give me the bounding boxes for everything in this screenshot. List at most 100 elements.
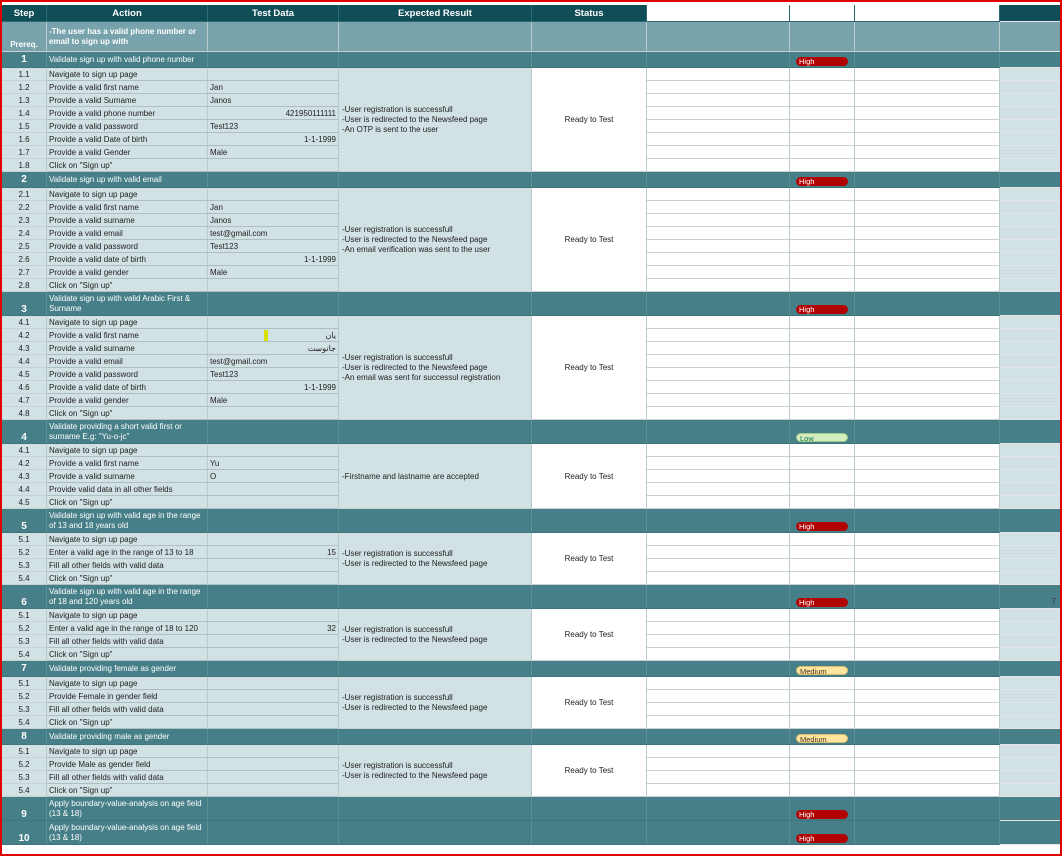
section-row-6-cell-2[interactable] bbox=[208, 585, 339, 609]
step-row-cell-7[interactable] bbox=[855, 470, 1000, 483]
step-row-cell-1[interactable]: Provide a valid password bbox=[47, 240, 208, 253]
step-row-cell-5[interactable] bbox=[647, 266, 790, 279]
section-row-1-cell-4[interactable] bbox=[532, 52, 647, 68]
step-row-cell-5[interactable] bbox=[647, 188, 790, 201]
step-row-cell-2[interactable]: Yu bbox=[208, 457, 339, 470]
step-row-cell-2[interactable]: Test123 bbox=[208, 368, 339, 381]
step-row-cell-5[interactable] bbox=[647, 279, 790, 292]
step-row-cell-1[interactable]: Navigate to sign up page bbox=[47, 316, 208, 329]
step-row-cell-6[interactable] bbox=[790, 120, 855, 133]
prereq-row-cell-1[interactable]: -The user has a valid phone number or em… bbox=[47, 22, 208, 52]
step-row-cell-6[interactable] bbox=[790, 355, 855, 368]
section-row-1-cell-3[interactable] bbox=[339, 52, 532, 68]
step-row-cell-5[interactable] bbox=[647, 146, 790, 159]
priority-badge[interactable]: High bbox=[796, 522, 848, 531]
step-row-cell-1[interactable]: Provide a valid password bbox=[47, 368, 208, 381]
step-row-cell-1[interactable]: Fill all other fields with valid data bbox=[47, 635, 208, 648]
section-row-1-cell-2[interactable] bbox=[208, 52, 339, 68]
step-row-cell-2[interactable]: 1-1-1999 bbox=[208, 133, 339, 146]
step-row-cell-2[interactable]: يان bbox=[208, 329, 339, 342]
step-row-cell-1[interactable]: Navigate to sign up page bbox=[47, 68, 208, 81]
section-row-4-cell-2[interactable] bbox=[208, 420, 339, 444]
priority-badge[interactable]: Low bbox=[796, 433, 848, 443]
step-row-cell-1[interactable]: Fill all other fields with valid data bbox=[47, 771, 208, 784]
section-row-1-cell-6[interactable]: High bbox=[790, 52, 855, 68]
section-row-5-cell-5[interactable] bbox=[647, 509, 790, 533]
step-row-cell-1[interactable]: Provide a valid password bbox=[47, 120, 208, 133]
step-row-cell-5[interactable] bbox=[647, 546, 790, 559]
step-row-cell-1[interactable]: Click on "Sign up" bbox=[47, 572, 208, 585]
step-row-cell-7[interactable] bbox=[855, 444, 1000, 457]
step-row-cell-7[interactable] bbox=[855, 107, 1000, 120]
step-row-cell-2[interactable] bbox=[208, 609, 339, 622]
step-row-cell-5[interactable] bbox=[647, 394, 790, 407]
section-row-7-cell-6[interactable]: Medium bbox=[790, 661, 855, 677]
step-row-cell-5[interactable] bbox=[647, 381, 790, 394]
step-row-cell-1[interactable]: Fill all other fields with valid data bbox=[47, 559, 208, 572]
status-block[interactable]: Ready to Test bbox=[532, 677, 647, 729]
section-row-4-cell-5[interactable] bbox=[647, 420, 790, 444]
section-row-4-cell-1[interactable]: Validate providing a short valid first o… bbox=[47, 420, 208, 444]
section-row-5-cell-2[interactable] bbox=[208, 509, 339, 533]
step-row-cell-6[interactable] bbox=[790, 559, 855, 572]
step-row-cell-5[interactable] bbox=[647, 784, 790, 797]
step-row-cell-6[interactable] bbox=[790, 470, 855, 483]
step-row-cell-5[interactable] bbox=[647, 81, 790, 94]
step-row-cell-2[interactable] bbox=[208, 784, 339, 797]
step-row-cell-2[interactable]: 421950111111 bbox=[208, 107, 339, 120]
step-row-cell-1[interactable]: Provide a valid email bbox=[47, 227, 208, 240]
step-row-cell-7[interactable] bbox=[855, 68, 1000, 81]
step-row-cell-2[interactable]: 1-1-1999 bbox=[208, 253, 339, 266]
step-row-cell-2[interactable] bbox=[208, 572, 339, 585]
section-row-6-cell-5[interactable] bbox=[647, 585, 790, 609]
step-row-cell-6[interactable] bbox=[790, 279, 855, 292]
step-row-cell-1[interactable]: Provide a valid first name bbox=[47, 201, 208, 214]
step-row-cell-6[interactable] bbox=[790, 457, 855, 470]
step-row-cell-5[interactable] bbox=[647, 470, 790, 483]
step-row-cell-1[interactable]: Provide a valid surname bbox=[47, 470, 208, 483]
step-row-cell-2[interactable]: O bbox=[208, 470, 339, 483]
step-row-cell-2[interactable]: Test123 bbox=[208, 120, 339, 133]
step-row-cell-6[interactable] bbox=[790, 381, 855, 394]
section-row-2-cell-4[interactable] bbox=[532, 172, 647, 188]
section-row-3-cell-1[interactable]: Validate sign up with valid Arabic First… bbox=[47, 292, 208, 316]
step-row-cell-1[interactable]: Provide a valid email bbox=[47, 355, 208, 368]
step-row-cell-6[interactable] bbox=[790, 546, 855, 559]
step-row-cell-2[interactable] bbox=[208, 716, 339, 729]
section-row-5-cell-6[interactable]: High bbox=[790, 509, 855, 533]
step-row-cell-6[interactable] bbox=[790, 68, 855, 81]
step-row-cell-2[interactable]: Male bbox=[208, 266, 339, 279]
status-block[interactable]: Ready to Test bbox=[532, 609, 647, 661]
step-row-cell-5[interactable] bbox=[647, 329, 790, 342]
step-row-cell-6[interactable] bbox=[790, 648, 855, 661]
step-row-cell-7[interactable] bbox=[855, 201, 1000, 214]
header-row-cell-6[interactable]: Priority bbox=[790, 5, 855, 22]
priority-badge[interactable]: Medium bbox=[796, 734, 848, 744]
section-row-10-cell-2[interactable] bbox=[208, 821, 339, 845]
section-row-6-cell-1[interactable]: Validate sign up with valid age in the r… bbox=[47, 585, 208, 609]
step-row-cell-1[interactable]: Click on "Sign up" bbox=[47, 496, 208, 509]
section-row-4-cell-4[interactable] bbox=[532, 420, 647, 444]
section-row-8-cell-1[interactable]: Validate providing male as gender bbox=[47, 729, 208, 745]
prereq-row-cell-6[interactable] bbox=[790, 22, 855, 52]
step-row-cell-7[interactable] bbox=[855, 559, 1000, 572]
step-row-cell-5[interactable] bbox=[647, 214, 790, 227]
step-row-cell-6[interactable] bbox=[790, 444, 855, 457]
section-row-8-cell-5[interactable] bbox=[647, 729, 790, 745]
priority-badge[interactable]: High bbox=[796, 810, 848, 819]
step-row-cell-7[interactable] bbox=[855, 572, 1000, 585]
step-row-cell-7[interactable] bbox=[855, 146, 1000, 159]
section-row-10-cell-1[interactable]: Apply boundary-value-analysis on age fie… bbox=[47, 821, 208, 845]
step-row-cell-1[interactable]: Provide a valid first name bbox=[47, 329, 208, 342]
step-row-cell-1[interactable]: Provide a valid date of birth bbox=[47, 253, 208, 266]
section-row-5-cell-4[interactable] bbox=[532, 509, 647, 533]
step-row-cell-2[interactable] bbox=[208, 68, 339, 81]
step-row-cell-5[interactable] bbox=[647, 457, 790, 470]
step-row-cell-2[interactable]: Jan bbox=[208, 201, 339, 214]
step-row-cell-7[interactable] bbox=[855, 703, 1000, 716]
step-row-cell-7[interactable] bbox=[855, 771, 1000, 784]
step-row-cell-2[interactable] bbox=[208, 758, 339, 771]
section-row-10-cell-3[interactable] bbox=[339, 821, 532, 845]
step-row-cell-5[interactable] bbox=[647, 533, 790, 546]
step-row-cell-6[interactable] bbox=[790, 214, 855, 227]
